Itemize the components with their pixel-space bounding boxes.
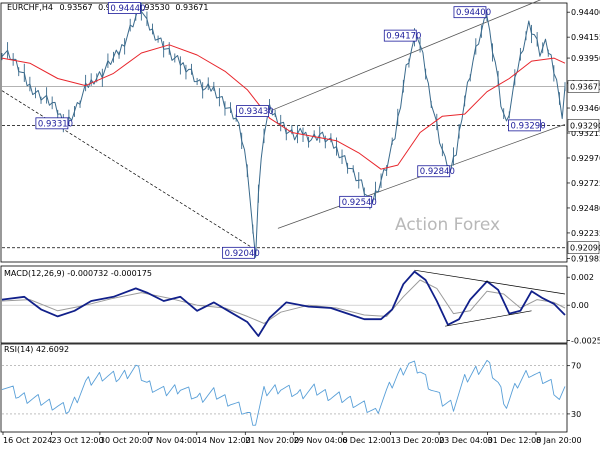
price-annotation-box: [222, 246, 256, 259]
price-annotation: 0.93430: [236, 105, 274, 117]
price-annotation-label: 0.92840: [420, 167, 455, 177]
time-tick-label: 16 Oct 2024: [3, 436, 52, 445]
rsi-panel: 70 30: [0, 343, 581, 433]
price-annotation: 0.93290: [508, 119, 546, 132]
price-annotation-box: [35, 117, 69, 130]
low-price-tag: 0.92090: [570, 244, 600, 253]
macd-upper-trendline: [414, 269, 566, 295]
price-annotation-label: 0.94170: [386, 32, 421, 42]
price-annotation-label: 0.92040: [225, 249, 260, 259]
price-annotation-label: 0.93430: [239, 107, 274, 117]
time-tick-label: 8 Jan 20:00: [536, 436, 582, 445]
price-annotation: 0.93310: [35, 117, 73, 130]
low-value: 0.93530: [137, 3, 170, 12]
price-annotation-box: [339, 195, 373, 208]
price-annotation: 0.92540: [339, 195, 377, 208]
support-price-tag: 0.93290: [570, 121, 600, 130]
price-annotation-label: 0.92540: [342, 198, 377, 208]
price-axis-tick-label: 0.93215: [571, 129, 600, 138]
moving-average-line: [1, 44, 566, 170]
price-annotation-box: [453, 6, 487, 19]
time-tick-label: 29 Nov 04:00: [294, 436, 348, 445]
open-value: 0.93567: [59, 3, 92, 12]
price-annotation-box: [417, 165, 451, 178]
price-annotation: 0.94170: [383, 29, 421, 42]
current-price-tag: 0.93671: [570, 83, 600, 92]
time-tick-label: 14 Nov 12:00: [197, 436, 251, 445]
macd-signal-line: [1, 279, 566, 324]
macd-main-line: [1, 270, 566, 337]
price-panel-frame: [0, 2, 568, 263]
macd-panel: 0.002 0.00 -0.002521: [0, 265, 600, 345]
price-annotation-box: [107, 2, 141, 14]
time-tick-label: 21 Nov 20:00: [245, 436, 299, 445]
time-tick-label: 23 Dec 04:00: [439, 436, 493, 445]
price-annotation: 0.92040: [222, 246, 260, 259]
macd-axis-tick-label: 0.002: [571, 273, 594, 282]
rsi-title: RSI(14) 42.6092: [4, 345, 69, 354]
time-tick-label: 31 Dec 12:00: [488, 436, 542, 445]
price-axis-tick-label: 0.91985: [571, 254, 600, 263]
macd-lower-trendline: [445, 310, 532, 327]
time-tick-label: 7 Nov 04:00: [148, 436, 197, 445]
rsi-axis-tick-label: 70: [571, 362, 581, 371]
price-annotation-label: 0.93290: [510, 121, 545, 131]
current-price-tag-box: [567, 80, 600, 93]
macd-axis-tick-label: -0.002521: [571, 336, 600, 345]
price-annotation-label: 0.94440: [110, 4, 145, 14]
price-annotation-box: [383, 29, 417, 42]
macd-panel-frame: [0, 265, 568, 344]
price-annotation-label: 0.94400: [456, 8, 491, 18]
price-series-line: [1, 7, 566, 258]
close-value: 0.93671: [175, 3, 208, 12]
watermark-text: Action Forex: [395, 215, 500, 235]
price-annotation: 0.94440: [107, 2, 146, 14]
price-axis-tick-label: 0.94400: [571, 8, 600, 17]
price-annotation: 0.92840: [417, 165, 455, 178]
price-axis-tick-label: 0.92235: [571, 229, 600, 238]
rsi-panel-frame: [0, 343, 568, 433]
price-panel: 0.944000.941550.939500.937050.934600.932…: [0, 0, 600, 263]
time-tick-label: 23 Oct 12:00: [51, 436, 103, 445]
macd-title: MACD(12,26,9) -0.000732 -0.000175: [4, 269, 152, 278]
rsi-axis-tick-label: 30: [571, 410, 581, 419]
support-price-tag-box: [567, 119, 600, 132]
time-tick-label: 30 Oct 20:00: [100, 436, 152, 445]
price-axis-tick-label: 0.92725: [571, 179, 600, 188]
macd-axis-tick-label: 0.00: [571, 301, 589, 310]
price-annotation-box: [236, 105, 269, 117]
price-annotation-label: 0.93310: [38, 119, 73, 129]
chart-header: EURCHF,H4 0.93567 0.93708 0.93530 0.9367…: [7, 3, 208, 12]
price-annotation: 0.94400: [453, 6, 491, 19]
price-annotation-box: [508, 119, 541, 132]
price-axis-tick-label: 0.94155: [571, 33, 600, 42]
channel-upper-line: [272, 0, 542, 111]
symbol-label: EURCHF,H4: [7, 3, 53, 12]
rsi-line: [1, 359, 566, 426]
time-tick-label: 6 Dec 12:00: [342, 436, 391, 445]
low-price-tag-box: [567, 241, 600, 254]
time-tick-label: 13 Dec 20:00: [391, 436, 445, 445]
